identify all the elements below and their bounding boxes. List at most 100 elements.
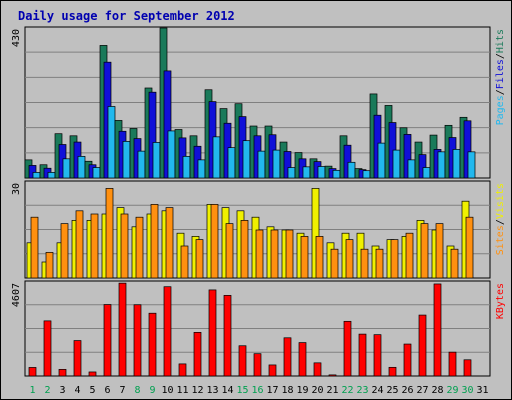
bar-pages-day-19	[302, 166, 311, 179]
bar-pages-day-1	[32, 172, 41, 179]
bar-kbytes-day-13	[208, 289, 217, 377]
x-tick-label: 19	[296, 385, 308, 396]
bar-sites-day-27	[420, 223, 429, 279]
bar-kbytes-day-6	[103, 304, 112, 377]
bar-sites-day-26	[405, 232, 414, 279]
legend-hits-files-pages: Pages/Files/Hits	[495, 29, 506, 125]
x-axis: 1 2 3 4 5 6 7 8 9 10 11 12 13 14 15 16 17 18 19 20 21 22 23 24 2…	[29, 385, 488, 396]
bar-kbytes-day-21	[328, 374, 337, 377]
bar-sites-day-8	[135, 216, 144, 279]
bar-kbytes-day-18	[283, 337, 292, 377]
bar-pages-day-18	[287, 167, 296, 179]
bar-pages-day-24	[377, 142, 386, 179]
legend-separator: /	[495, 89, 506, 95]
bar-sites-day-3	[60, 223, 69, 279]
bar-sites-day-25	[390, 239, 399, 279]
bar-kbytes-day-16	[253, 353, 262, 377]
bar-pages-day-15	[242, 140, 251, 179]
x-tick-label: 27	[416, 385, 428, 396]
bar-files-day-30	[463, 120, 472, 179]
y-max-label: 430	[11, 29, 22, 47]
bar-pages-day-10	[167, 130, 176, 179]
legend-visits: Visits	[495, 183, 506, 219]
legend-separator: /	[495, 53, 506, 59]
x-tick-label: 26	[401, 385, 413, 396]
bar-kbytes-day-2	[43, 320, 52, 377]
bar-files-day-22	[343, 144, 352, 179]
bar-pages-day-7	[122, 141, 131, 179]
bar-kbytes-day-23	[358, 333, 367, 377]
x-tick-label: 14	[221, 385, 233, 396]
bar-files-day-26	[403, 134, 412, 179]
bar-kbytes-day-12	[193, 332, 202, 377]
bar-kbytes-day-10	[163, 286, 172, 377]
bar-sites-day-21	[330, 248, 339, 279]
bar-pages-day-13	[212, 136, 221, 179]
bar-kbytes-day-25	[388, 366, 397, 377]
bar-pages-day-30	[467, 151, 476, 179]
bar-pages-day-17	[272, 149, 281, 179]
chart-panels: 430 Pages/Files/Hits 30 Sites / Visits 4607 KBy…	[11, 26, 506, 377]
x-tick-label: 13	[206, 385, 218, 396]
bar-sites-day-29	[450, 248, 459, 279]
bar-kbytes-day-27	[418, 314, 427, 377]
legend-files: Files	[495, 59, 506, 89]
x-tick-label: 17	[266, 385, 278, 396]
panel-hits-files-pages: 430 Pages/Files/Hits	[11, 26, 506, 179]
bar-kbytes-day-11	[178, 363, 187, 377]
bar-sites-day-20	[315, 236, 324, 279]
x-tick-label: 12	[191, 385, 203, 396]
bar-sites-day-7	[120, 213, 129, 279]
x-tick-label: 7	[119, 385, 125, 396]
bar-visits-day-20	[311, 188, 320, 279]
bar-kbytes-day-8	[133, 304, 142, 377]
bar-sites-day-12	[195, 239, 204, 279]
legend-kbytes: KBytes	[495, 283, 506, 319]
y-max-label: 4607	[11, 283, 22, 307]
bar-pages-day-4	[77, 156, 86, 179]
panel-visits-sites: 30 Sites/Visits	[11, 180, 506, 279]
x-tick-label: 4	[74, 385, 80, 396]
bar-pages-day-16	[257, 150, 266, 179]
bar-pages-day-22	[347, 161, 356, 179]
x-tick-label: 21	[326, 385, 338, 396]
x-tick-label: 22	[341, 385, 353, 396]
x-tick-label: 23	[356, 385, 368, 396]
bar-kbytes-day-9	[148, 312, 157, 377]
y-max-label: 30	[11, 183, 22, 195]
bar-pages-day-20	[317, 166, 326, 179]
bar-sites-day-2	[45, 252, 54, 279]
bar-sites-day-5	[90, 213, 99, 279]
legend-sites: Sites	[495, 225, 506, 255]
bar-pages-day-12	[197, 159, 206, 179]
bar-sites-day-13	[210, 204, 219, 279]
bar-pages-day-26	[407, 159, 416, 179]
bar-kbytes-day-3	[58, 369, 67, 377]
x-tick-label: 2	[44, 385, 50, 396]
bar-files-day-27	[418, 154, 427, 179]
bar-pages-day-8	[137, 150, 146, 179]
bar-kbytes-day-4	[73, 340, 82, 377]
bar-sites-day-6	[105, 188, 114, 279]
bar-pages-day-29	[452, 149, 461, 179]
bar-kbytes-day-1	[28, 367, 37, 377]
bar-sites-day-14	[225, 223, 234, 279]
bar-pages-day-28	[437, 151, 446, 179]
bar-kbytes-day-5	[88, 371, 97, 377]
bar-sites-day-23	[360, 248, 369, 279]
bar-pages-day-6	[107, 106, 116, 179]
bar-sites-day-1	[30, 216, 39, 279]
bar-kbytes-day-17	[268, 364, 277, 377]
x-tick-label: 9	[149, 385, 155, 396]
x-tick-label: 10	[161, 385, 173, 396]
x-tick-label: 8	[134, 385, 140, 396]
bar-kbytes-day-14	[223, 295, 232, 377]
bar-files-day-9	[148, 91, 157, 179]
bar-kbytes-day-28	[433, 283, 442, 377]
bar-pages-day-3	[62, 158, 71, 179]
bar-files-day-1	[28, 165, 37, 179]
x-tick-label: 30	[461, 385, 473, 396]
bar-sites-day-22	[345, 239, 354, 279]
x-tick-label: 29	[446, 385, 458, 396]
